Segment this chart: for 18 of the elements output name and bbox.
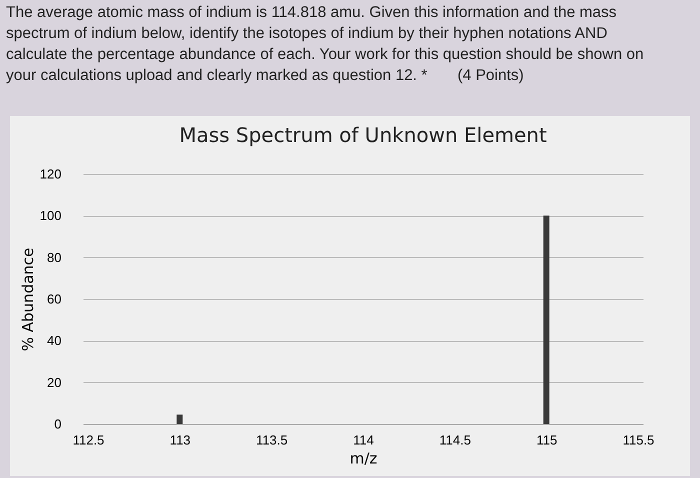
x-tick-label: 113.5 [256, 432, 288, 448]
x-tick-label: 114 [353, 432, 374, 448]
x-tick-label: 113 [170, 432, 191, 448]
y-tick-label: 0 [54, 416, 62, 432]
y-tick-label: 100 [40, 208, 62, 224]
y-tick-label: 20 [47, 374, 62, 390]
y-tick-label: 120 [40, 166, 62, 182]
text: The average atomic mass of indium is 114.818 amu. Given this information and the mass spectrum of indium below, identify the isotopes of indium by their hyphen notations AND calculate the percentage abundance of each. Your work for this question should be shown on your calculations upload and clearly marked as question 12. * (4 Points) [5, 3, 645, 86]
y-tick-label: 80 [47, 250, 62, 265]
x-tick-label: 115.5 [622, 432, 654, 448]
y-tick-label: 60 [47, 292, 62, 306]
x-axis-title: m/z [350, 450, 378, 468]
y-tick-label: 40 [47, 333, 62, 348]
chart-title: Mass Spectrum of Unknown Element [179, 123, 547, 147]
y-axis-title: % Abundance [18, 248, 37, 352]
x-tick-label: 114.5 [439, 432, 471, 448]
x-tick-label: 115 [536, 432, 558, 448]
x-tick-label: 112.5 [72, 432, 104, 448]
